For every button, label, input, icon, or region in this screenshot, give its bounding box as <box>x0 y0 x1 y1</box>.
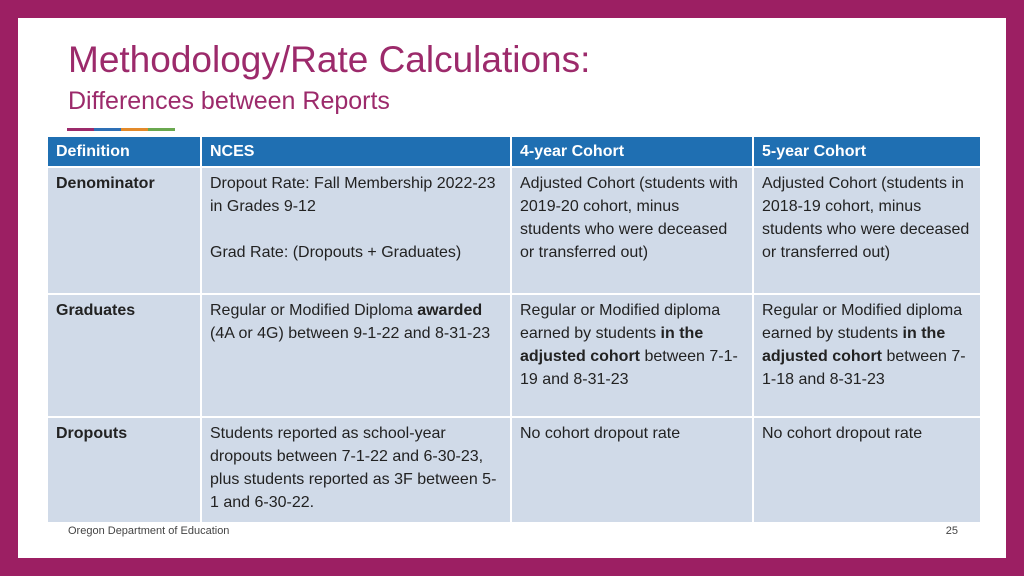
cell-dropouts-4-year: No cohort dropout rate <box>510 416 754 524</box>
accent-segment <box>121 128 148 131</box>
comparison-table: Definition NCES 4-year Cohort 5-year Coh… <box>46 135 982 524</box>
cell-denominator-4-year: Adjusted Cohort (students with 2019-20 c… <box>510 166 754 295</box>
table-row-graduates: Graduates Regular or Modified Diploma aw… <box>46 293 982 418</box>
accent-segment <box>148 128 175 131</box>
emphasis-text: awarded <box>417 302 483 319</box>
emphasis-text: in the adjusted cohort <box>762 325 946 365</box>
header-nces: NCES <box>200 135 512 168</box>
page-number: 25 <box>945 525 958 537</box>
slide-title: Methodology/Rate Calculations: <box>68 39 591 80</box>
emphasis-text: in the adjusted cohort <box>520 325 704 365</box>
cell-dropouts-nces: Students reported as school-year dropout… <box>200 416 512 524</box>
row-label-graduates: Graduates <box>46 293 202 418</box>
row-label-denominator: Denominator <box>46 166 202 295</box>
accent-segment <box>67 128 94 131</box>
table-row-denominator: Denominator Dropout Rate: Fall Membershi… <box>46 166 982 295</box>
footer-organization: Oregon Department of Education <box>68 525 230 537</box>
table-row-dropouts: Dropouts Students reported as school-yea… <box>46 416 982 524</box>
title-accent-bar <box>67 128 175 131</box>
header-5-year-cohort: 5-year Cohort <box>752 135 982 168</box>
slide-subtitle: Differences between Reports <box>68 87 390 115</box>
header-definition: Definition <box>46 135 202 168</box>
cell-graduates-nces: Regular or Modified Diploma awarded (4A … <box>200 293 512 418</box>
cell-denominator-nces: Dropout Rate: Fall Membership 2022-23 in… <box>200 166 512 295</box>
accent-segment <box>94 128 121 131</box>
row-label-dropouts: Dropouts <box>46 416 202 524</box>
table-header-row: Definition NCES 4-year Cohort 5-year Coh… <box>46 135 982 168</box>
cell-denominator-5-year: Adjusted Cohort (students in 2018-19 coh… <box>752 166 982 295</box>
cell-graduates-5-year: Regular or Modified diploma earned by st… <box>752 293 982 418</box>
nces-dropout-rate-text: Dropout Rate: Fall Membership 2022-23 in… <box>210 175 496 215</box>
cell-graduates-4-year: Regular or Modified diploma earned by st… <box>510 293 754 418</box>
cell-dropouts-5-year: No cohort dropout rate <box>752 416 982 524</box>
slide: Methodology/Rate Calculations: Differenc… <box>18 18 1006 558</box>
nces-grad-rate-text: Grad Rate: (Dropouts + Graduates) <box>210 244 462 261</box>
header-4-year-cohort: 4-year Cohort <box>510 135 754 168</box>
